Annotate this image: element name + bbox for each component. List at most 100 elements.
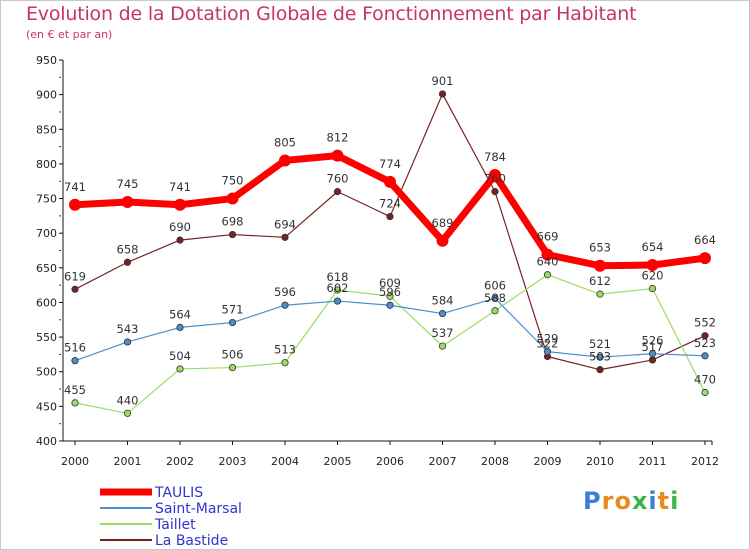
data-point xyxy=(541,248,554,261)
data-label: 784 xyxy=(484,150,506,164)
data-label: 741 xyxy=(64,180,86,194)
data-label: 664 xyxy=(694,233,716,247)
data-label: 470 xyxy=(694,373,716,387)
data-label: 618 xyxy=(327,270,349,284)
data-point xyxy=(123,258,132,266)
data-label: 690 xyxy=(169,220,191,234)
logo-letter: i xyxy=(670,487,680,515)
data-point xyxy=(176,323,184,331)
y-tick-label: 600 xyxy=(36,296,57,309)
y-tick-label: 800 xyxy=(36,158,57,171)
data-point xyxy=(281,301,289,309)
data-label: 606 xyxy=(484,278,506,292)
data-label: 653 xyxy=(589,241,611,255)
data-label: 658 xyxy=(117,242,139,256)
logo-letter: P xyxy=(583,487,602,515)
data-point xyxy=(596,290,604,298)
y-tick-label: 950 xyxy=(36,54,57,67)
x-tick-label: 2006 xyxy=(376,455,404,468)
data-label: 620 xyxy=(642,269,664,283)
y-tick-label: 850 xyxy=(36,123,57,136)
data-label: 602 xyxy=(327,281,349,295)
data-point xyxy=(491,188,499,196)
data-point xyxy=(701,388,709,397)
data-point xyxy=(386,212,394,221)
data-label: 689 xyxy=(432,216,454,230)
data-label: 901 xyxy=(432,74,454,88)
x-tick-label: 2009 xyxy=(534,455,562,468)
data-point xyxy=(174,198,186,211)
data-point xyxy=(386,292,394,300)
data-label: 760 xyxy=(327,172,349,186)
x-tick-label: 2005 xyxy=(324,455,352,468)
data-label: 640 xyxy=(537,255,559,269)
data-point xyxy=(226,192,239,205)
chart-title: Evolution de la Dotation Globale de Fonc… xyxy=(26,3,637,25)
logo-letter: i xyxy=(648,487,658,515)
data-label: 612 xyxy=(589,274,611,288)
chart-points xyxy=(69,90,711,417)
data-point xyxy=(386,301,394,309)
x-tick-label: 2003 xyxy=(219,455,247,468)
data-label: 745 xyxy=(117,177,139,191)
x-tick-label: 2008 xyxy=(481,455,509,468)
chart-data-labels: 741 745 741 750 805 812 774 689 784 669 653 654 664 5… xyxy=(64,74,716,407)
data-point xyxy=(333,188,342,196)
data-label: 522 xyxy=(537,336,559,350)
data-point xyxy=(701,352,709,360)
data-label: 724 xyxy=(379,197,401,211)
data-label: 503 xyxy=(589,350,611,364)
chart-subtitle: (en € et par an) xyxy=(26,28,113,41)
data-label: 698 xyxy=(222,215,244,229)
x-tick-label: 2001 xyxy=(114,455,142,468)
chart-axes: 400 450 500 550 600 650 700 750 800 850 900 950 2000… xyxy=(36,54,719,468)
data-label: 440 xyxy=(117,393,139,407)
data-point xyxy=(648,284,657,293)
x-tick-label: 2012 xyxy=(691,455,719,468)
data-point xyxy=(333,286,342,294)
y-tick-label: 450 xyxy=(36,400,57,413)
logo-letter: t xyxy=(657,487,671,515)
y-tick-label: 500 xyxy=(36,366,57,379)
data-label: 805 xyxy=(274,135,296,149)
data-point xyxy=(699,252,711,265)
data-point xyxy=(648,356,657,364)
data-point xyxy=(331,149,344,162)
data-label: 526 xyxy=(642,334,664,348)
data-point xyxy=(228,363,237,372)
data-label: 537 xyxy=(432,326,454,340)
data-point xyxy=(123,409,132,417)
data-point xyxy=(121,196,134,209)
data-label: 741 xyxy=(169,180,191,194)
data-label: 619 xyxy=(64,269,86,283)
proxiti-logo: Proxiti xyxy=(583,487,679,515)
data-label: 774 xyxy=(379,157,401,171)
data-point xyxy=(491,294,499,302)
data-label: 812 xyxy=(327,131,349,145)
data-label: 513 xyxy=(274,343,296,357)
data-label: 571 xyxy=(222,303,244,317)
data-point xyxy=(71,285,79,293)
x-tick-label: 2002 xyxy=(166,455,194,468)
data-point xyxy=(281,233,289,241)
data-point xyxy=(71,399,79,407)
data-point xyxy=(543,271,552,279)
x-tick-label: 2011 xyxy=(639,455,667,468)
data-point xyxy=(176,365,184,373)
data-label: 584 xyxy=(432,294,454,308)
y-tick-label: 650 xyxy=(36,262,57,275)
y-tick-label: 400 xyxy=(36,435,57,448)
data-label: 669 xyxy=(537,230,559,244)
data-label: 521 xyxy=(589,337,611,351)
data-label: 455 xyxy=(64,383,86,397)
data-label: 506 xyxy=(222,348,244,362)
legend-label: Saint-Marsal xyxy=(155,501,242,517)
data-point xyxy=(648,350,657,358)
data-point xyxy=(228,318,237,327)
y-tick-label: 900 xyxy=(36,89,57,102)
data-label: 760 xyxy=(484,172,506,186)
data-point xyxy=(594,259,606,272)
data-point xyxy=(701,332,709,340)
x-tick-label: 2004 xyxy=(271,455,299,468)
